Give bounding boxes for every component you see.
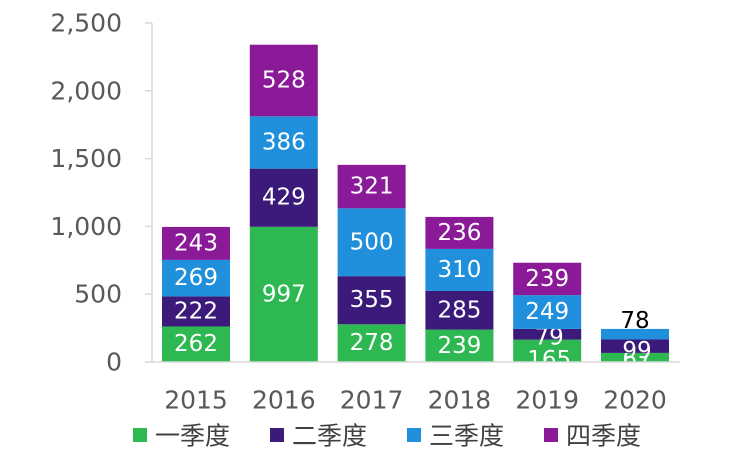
- data-label: 262: [174, 331, 218, 357]
- bar-segment: [513, 328, 582, 340]
- y-axis: 0 500 1,000 1,500 2,000 2,500: [50, 9, 153, 377]
- x-tick-label: 2020: [603, 386, 667, 415]
- y-tick-label: 1,500: [50, 144, 122, 173]
- data-label: 528: [262, 67, 306, 93]
- legend: 一季度 二季度 三季度 四季度: [133, 422, 641, 451]
- bar-segment: [249, 44, 318, 117]
- data-label: 78: [620, 308, 649, 334]
- y-tick-label: 2,000: [50, 76, 122, 105]
- legend-item: 一季度: [133, 422, 230, 451]
- data-label: 239: [437, 333, 481, 359]
- bar-segment: [162, 296, 230, 327]
- legend-swatch: [407, 428, 421, 442]
- x-axis: 2015 2016 2017 2018 2019 2020: [152, 361, 680, 415]
- data-label: 500: [350, 229, 394, 255]
- bar-segment: [513, 262, 582, 296]
- data-label: 429: [262, 185, 306, 211]
- legend-label: 三季度: [429, 422, 504, 451]
- bar-segment: [425, 248, 494, 291]
- data-label: 310: [437, 257, 481, 283]
- y-tick-label: 2,500: [50, 9, 122, 38]
- bar-segment: [162, 259, 230, 297]
- legend-item: 三季度: [407, 422, 504, 451]
- data-label: 278: [350, 330, 394, 356]
- y-tick-label: 1,000: [50, 212, 122, 241]
- x-tick-label: 2018: [428, 386, 492, 415]
- data-label: 269: [174, 265, 218, 291]
- data-label: 222: [174, 298, 218, 324]
- data-label: 165: [527, 347, 571, 373]
- x-tick-label: 2016: [252, 386, 316, 415]
- legend-swatch: [544, 428, 558, 442]
- data-label: 355: [350, 287, 394, 313]
- data-label: 249: [525, 299, 569, 325]
- bar-stack-2018: 239 285 310 236: [425, 216, 494, 362]
- legend-item: 二季度: [270, 422, 367, 451]
- bar-segment: [601, 352, 669, 362]
- bar-stack-2017: 278 355 500 321: [337, 164, 406, 362]
- bar-segment: [162, 226, 230, 260]
- x-tick-label: 2015: [164, 386, 228, 415]
- y-tick-label: 0: [106, 348, 122, 377]
- bar-segment: [337, 164, 406, 209]
- bar-segment: [337, 276, 406, 325]
- bar-segment: [337, 208, 406, 277]
- bar-segment: [249, 116, 318, 169]
- data-label: 997: [262, 281, 306, 307]
- bar-segment: [513, 339, 582, 362]
- bar-segment: [337, 324, 406, 362]
- legend-swatch: [270, 428, 284, 442]
- data-label: 321: [350, 174, 394, 200]
- bar-stack-2016: 997 429 386 528: [249, 44, 318, 362]
- data-label: 79: [535, 325, 564, 351]
- bar-segment: [162, 326, 230, 362]
- data-label: 285: [437, 297, 481, 323]
- bars: 2622222692439974293865282783555003212392…: [162, 44, 669, 373]
- data-label: 236: [437, 220, 481, 246]
- legend-label: 一季度: [155, 422, 230, 451]
- bar-segment: [425, 329, 494, 362]
- bar-segment: [513, 295, 582, 329]
- legend-label: 二季度: [292, 422, 367, 451]
- data-label: 99: [622, 338, 651, 364]
- x-tick-label: 2019: [515, 386, 579, 415]
- bar-segment: [249, 168, 318, 227]
- x-tick-label: 2017: [340, 386, 404, 415]
- legend-item: 四季度: [544, 422, 641, 451]
- bar-segment: [425, 216, 494, 249]
- data-label: 239: [525, 266, 569, 292]
- bar-segment: [425, 290, 494, 330]
- bar-segment: [249, 226, 318, 362]
- bar-stack-2015: 262 222 269 243: [162, 226, 230, 362]
- bar-segment: [601, 328, 669, 340]
- legend-label: 四季度: [566, 422, 641, 451]
- y-tick-label: 500: [74, 280, 122, 309]
- legend-swatch: [133, 428, 147, 442]
- bar-segment: [601, 339, 669, 353]
- data-label: 386: [262, 129, 306, 155]
- data-label: 243: [174, 230, 218, 256]
